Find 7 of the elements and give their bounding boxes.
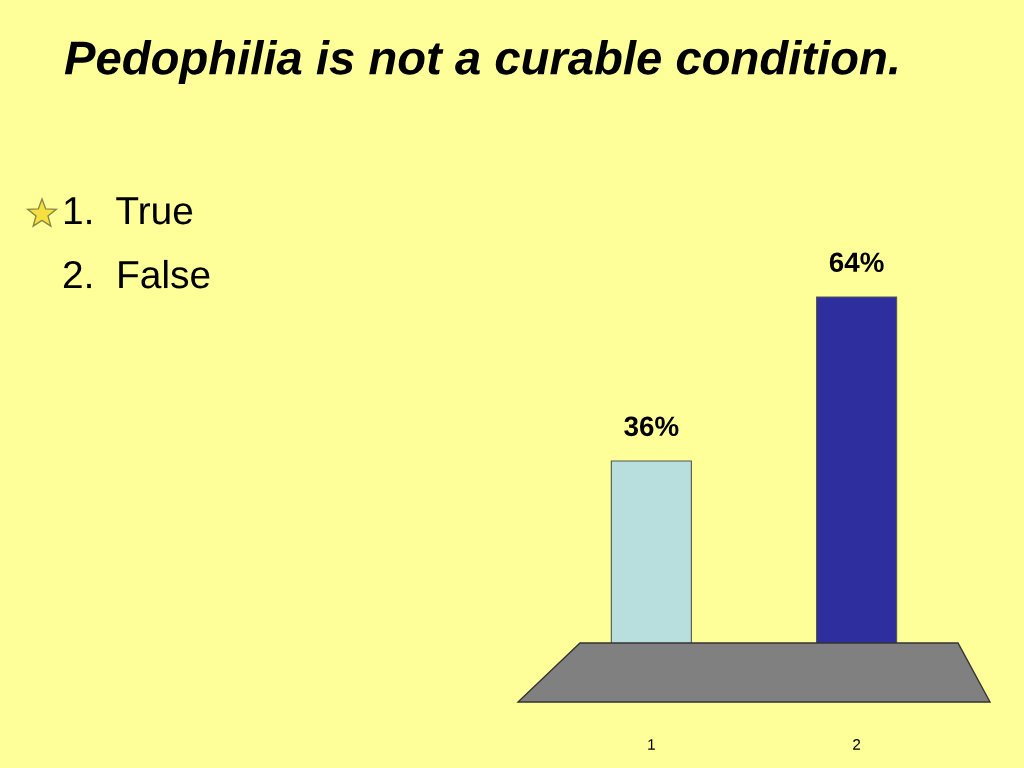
data-label: 64% (829, 252, 884, 273)
data-label: 36% (624, 416, 679, 437)
x-tick-label: 2 (853, 739, 861, 750)
chart-title: Pedophilia is not a curable condition. (64, 40, 897, 85)
x-tick-label: 1 (648, 739, 655, 750)
text: 2. False (63, 259, 210, 289)
text: 1. True (64, 197, 193, 225)
